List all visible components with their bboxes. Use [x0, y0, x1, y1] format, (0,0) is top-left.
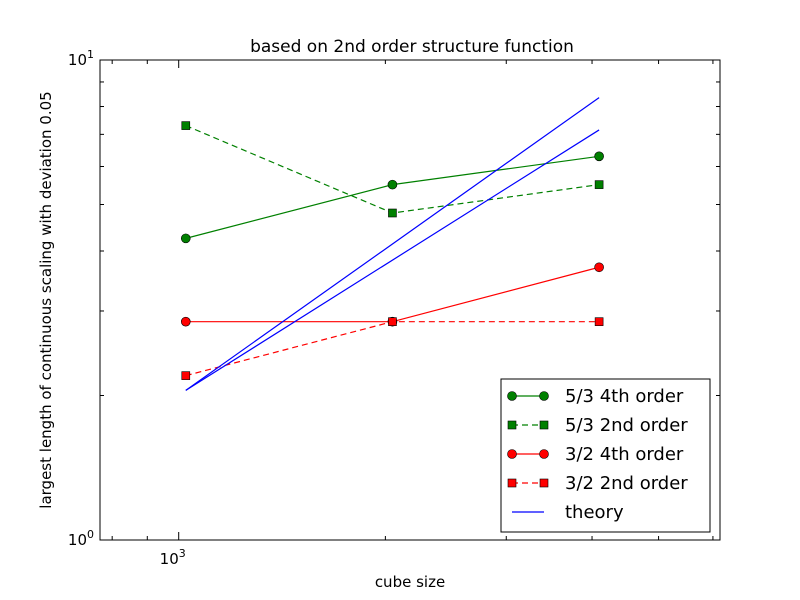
y-tick-label: 100 — [68, 528, 94, 549]
plot-frame — [99, 59, 721, 541]
chart-title: based on 2nd order structure function — [250, 37, 574, 57]
data-point — [387, 179, 398, 190]
data-point — [388, 208, 397, 218]
legend-marker — [539, 391, 549, 401]
data-point — [594, 317, 604, 326]
data-point — [594, 151, 604, 162]
data-point — [594, 180, 604, 189]
legend-marker — [507, 420, 517, 430]
legend-marker — [507, 449, 517, 459]
data-point — [594, 262, 604, 273]
x-tick-label: 103 — [160, 547, 186, 568]
legend-marker — [507, 391, 517, 401]
legend-marker — [507, 478, 517, 488]
legend-marker — [539, 420, 549, 430]
series-line — [185, 266, 600, 323]
data-point — [180, 233, 191, 244]
legend: 5/3 4th order 5/3 2nd order 3/2 4th order 3… — [500, 378, 711, 533]
data-point — [388, 317, 397, 326]
series-line — [185, 97, 600, 391]
data-point — [181, 121, 191, 130]
legend-label: 3/2 4th order — [565, 444, 684, 465]
plot-lines — [180, 97, 604, 391]
axis-ticks: 100 101 103 — [68, 48, 720, 568]
legend-label: theory — [565, 502, 624, 523]
x-axis-label: cube size — [375, 573, 445, 591]
legend-marker — [539, 449, 549, 459]
legend-box — [500, 378, 711, 533]
series-line — [185, 321, 600, 377]
series-line — [185, 129, 600, 391]
legend-label: 5/3 4th order — [565, 386, 684, 407]
legend-marker — [539, 478, 549, 488]
legend-label: 3/2 2nd order — [565, 473, 688, 494]
legend-label: 5/3 2nd order — [565, 415, 688, 436]
data-point — [181, 371, 191, 380]
data-point — [180, 316, 191, 327]
y-tick-label: 101 — [68, 48, 94, 69]
y-axis-label: largest length of continuous scaling wit… — [37, 91, 55, 508]
